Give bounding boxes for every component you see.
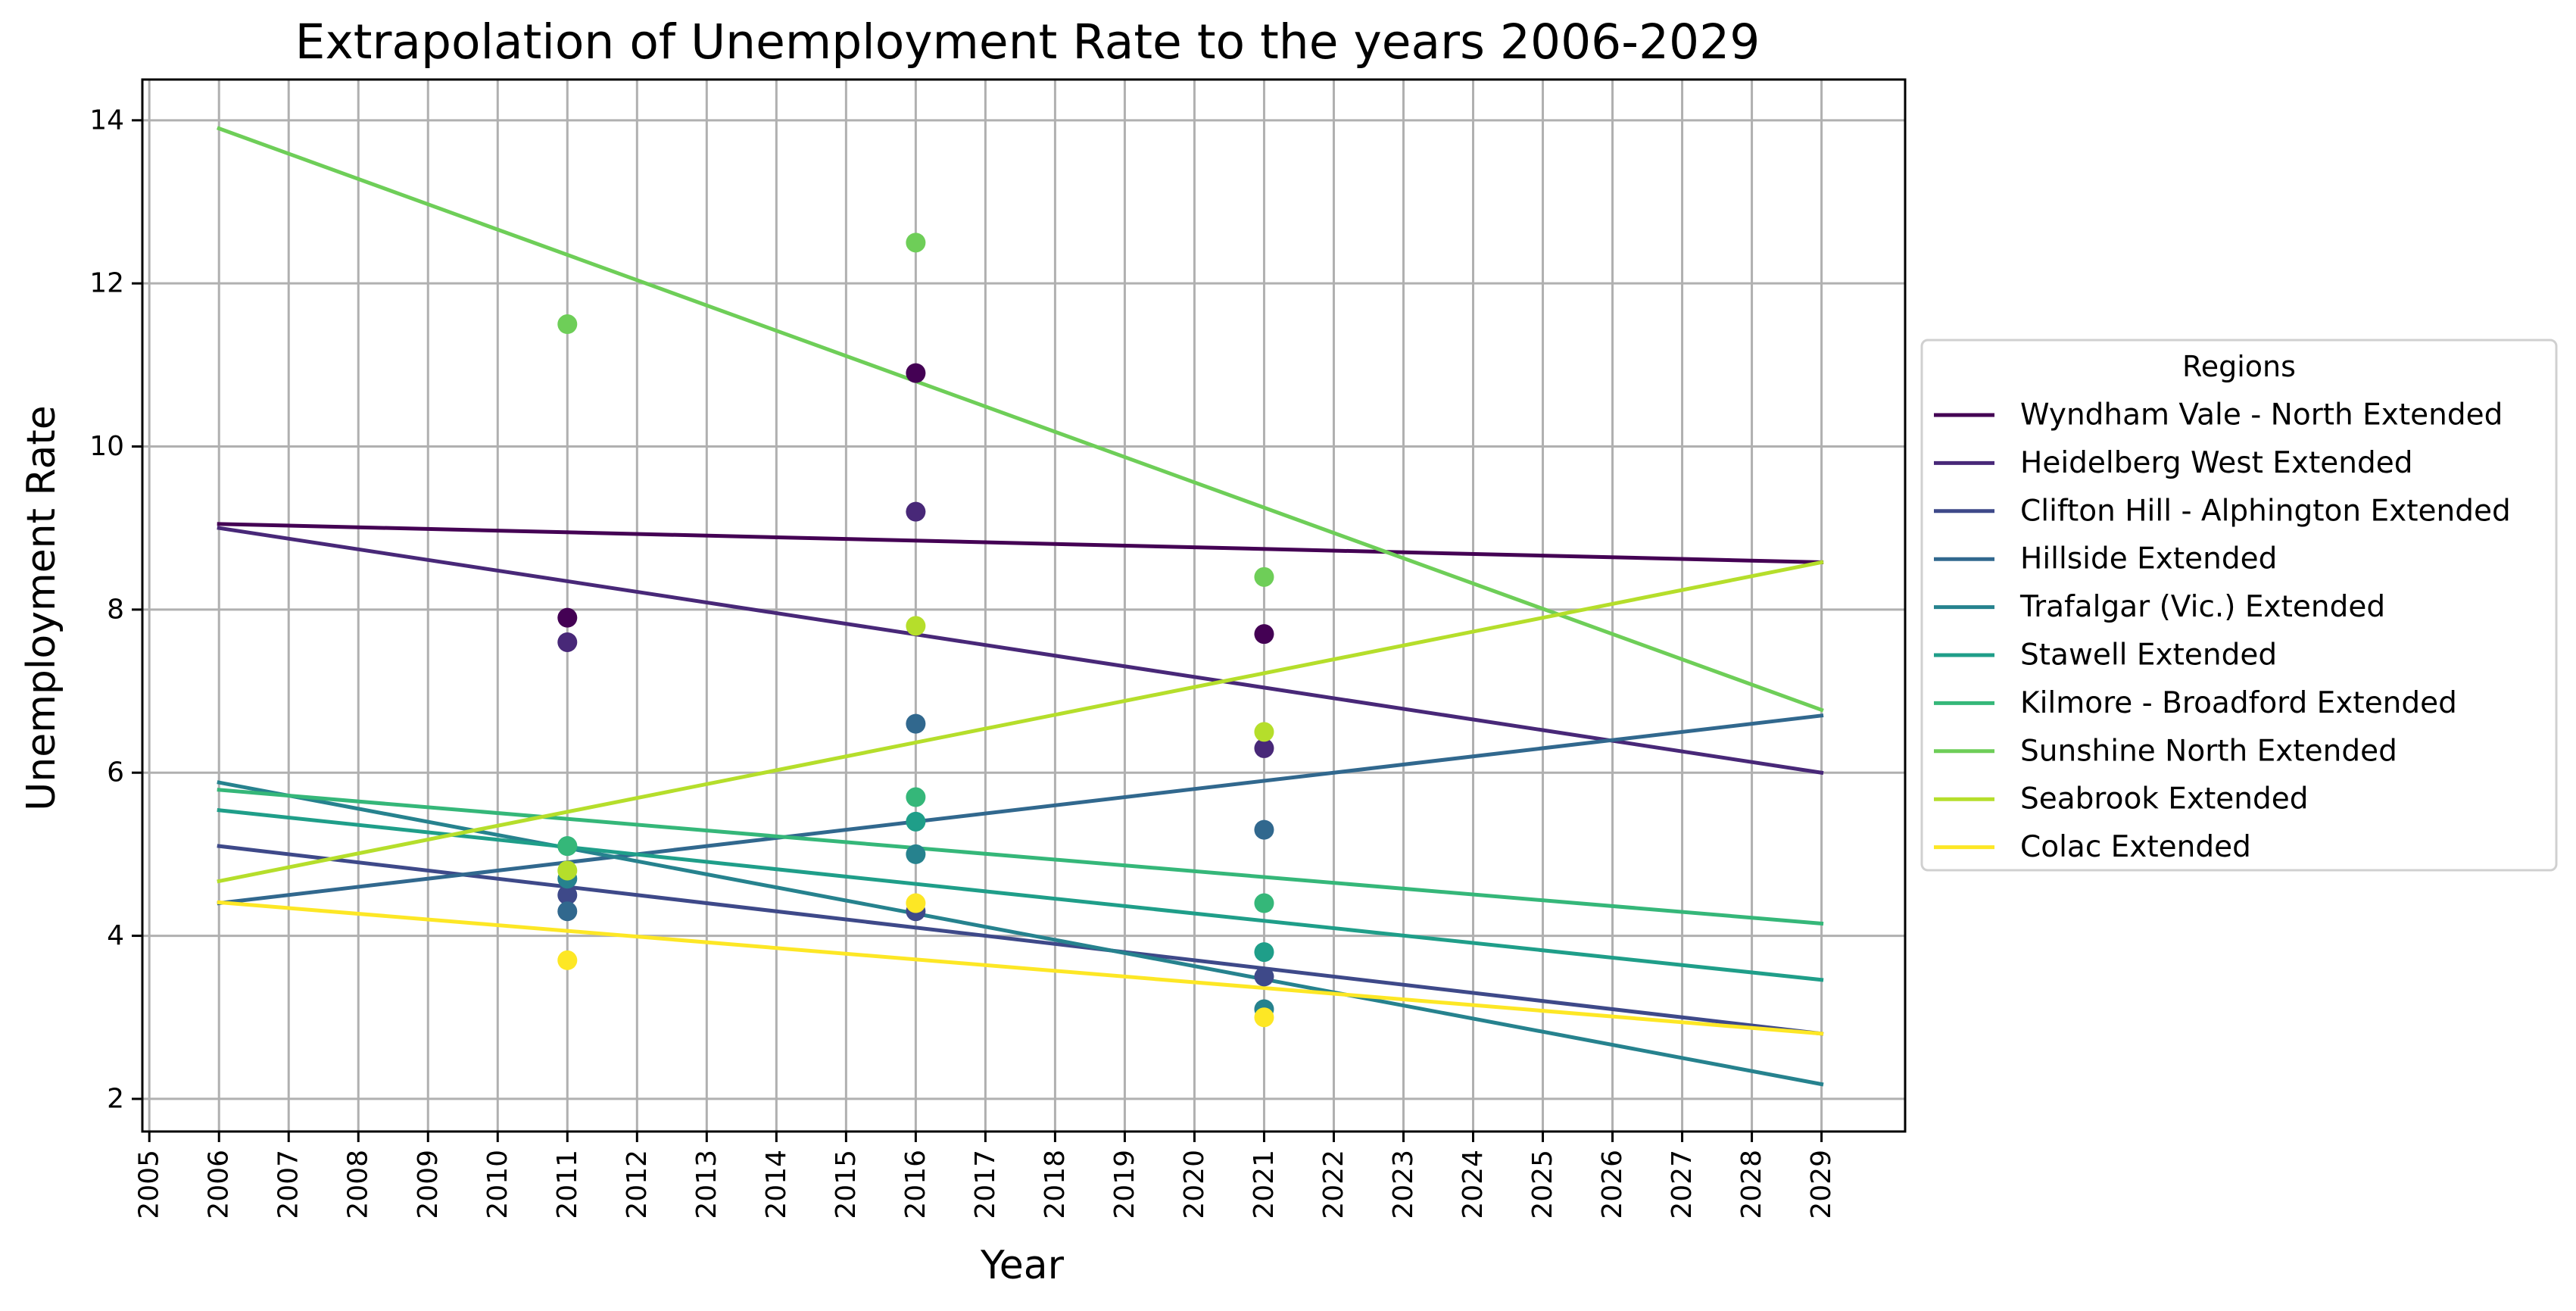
y-tick-label: 2 [107, 1083, 124, 1114]
series-line [217, 522, 1824, 564]
y-tick-label: 14 [89, 105, 124, 136]
series-point [1254, 624, 1274, 645]
series-points [557, 233, 1274, 1028]
series-line [217, 900, 1824, 1036]
series-point [906, 233, 926, 253]
x-axis-label: Year [980, 1243, 1065, 1288]
x-tick-label: 2022 [1318, 1150, 1349, 1219]
x-tick-label: 2015 [831, 1150, 862, 1219]
series-line [217, 780, 1824, 1087]
x-tick-label: 2006 [204, 1150, 235, 1219]
series-point [1254, 893, 1274, 913]
x-tick-label: 2029 [1806, 1150, 1837, 1219]
legend-box [1920, 339, 2558, 872]
x-tick-label: 2025 [1527, 1150, 1558, 1219]
x-tick-label: 2017 [970, 1150, 1001, 1219]
series-line [217, 526, 1824, 776]
x-tick-label: 2023 [1388, 1150, 1419, 1219]
x-tick-label: 2016 [900, 1150, 931, 1219]
series-point [906, 787, 926, 807]
legend-entry-label: Hillside Extended [2020, 542, 2277, 576]
series-point [1254, 722, 1274, 742]
legend-entry-label: Wyndham Vale - North Extended [2020, 398, 2503, 432]
x-axis-ticks: 2005 2006 2007 2008 2009 2010 2011 2012 2013 2014… [134, 1132, 1837, 1219]
series-point [557, 860, 578, 881]
legend-entry-label: Kilmore - Broadford Extended [2020, 686, 2457, 720]
legend-entry-label: Heidelberg West Extended [2020, 446, 2413, 480]
legend: Regions Wyndham Vale - North Extended Hei… [1920, 339, 2558, 872]
x-tick-label: 2010 [482, 1150, 513, 1219]
series-point [1254, 819, 1274, 840]
series-point [906, 811, 926, 832]
x-tick-label: 2026 [1597, 1150, 1628, 1219]
plot-area-frame [141, 78, 1907, 1133]
y-tick-label: 12 [89, 268, 124, 299]
y-tick-label: 4 [107, 920, 124, 951]
legend-entry-label: Colac Extended [2020, 830, 2251, 864]
x-tick-label: 2009 [413, 1150, 444, 1219]
y-axis-label: Unemployment Rate [19, 405, 64, 810]
series-point [557, 836, 578, 857]
legend-entry-label: Seabrook Extended [2020, 782, 2309, 816]
x-tick-label: 2021 [1249, 1150, 1280, 1219]
x-tick-label: 2014 [761, 1150, 792, 1219]
series-line [217, 126, 1824, 713]
x-tick-label: 2018 [1040, 1150, 1071, 1219]
legend-entry-label: Sunshine North Extended [2020, 734, 2397, 768]
x-tick-label: 2028 [1736, 1150, 1767, 1219]
series-point [906, 363, 926, 383]
y-tick-label: 8 [107, 594, 124, 625]
legend-title: Regions [2182, 350, 2296, 383]
series-point [1254, 1007, 1274, 1028]
x-tick-label: 2005 [134, 1150, 165, 1219]
y-tick-label: 6 [107, 757, 124, 788]
x-tick-label: 2007 [273, 1150, 304, 1219]
x-tick-label: 2027 [1667, 1150, 1698, 1219]
x-tick-label: 2013 [691, 1150, 722, 1219]
series-point [557, 950, 578, 970]
series-point [1254, 738, 1274, 758]
x-tick-label: 2008 [343, 1150, 374, 1219]
legend-items: Wyndham Vale - North Extended Heidelberg … [1934, 398, 2511, 864]
series-point [906, 616, 926, 636]
legend-entry-label: Stawell Extended [2020, 638, 2277, 673]
chart-title: Extrapolation of Unemployment Rate to th… [295, 14, 1760, 70]
series-line [217, 560, 1824, 884]
x-tick-label: 2011 [552, 1150, 583, 1219]
series-point [1254, 942, 1274, 963]
legend-entry-label: Trafalgar (Vic.) Extended [2019, 590, 2385, 624]
series-point [557, 607, 578, 628]
grid-lines [142, 80, 1905, 1132]
legend-entry-label: Clifton Hill - Alphington Extended [2020, 494, 2511, 528]
x-tick-label: 2020 [1179, 1150, 1210, 1219]
series-lines [217, 126, 1824, 1087]
series-point [557, 901, 578, 922]
series-line [217, 788, 1824, 926]
series-point [557, 885, 578, 905]
series-point [1254, 966, 1274, 987]
x-tick-label: 2012 [622, 1150, 653, 1219]
series-point [557, 314, 578, 335]
series-point [557, 632, 578, 652]
series-line [217, 844, 1824, 1036]
series-line [217, 713, 1824, 906]
y-tick-label: 10 [89, 431, 124, 462]
x-tick-label: 2019 [1109, 1150, 1140, 1219]
series-point [906, 713, 926, 734]
series-point [1254, 567, 1274, 587]
series-point [906, 844, 926, 864]
x-tick-label: 2024 [1458, 1150, 1489, 1219]
series-line [217, 808, 1824, 982]
series-point [906, 501, 926, 522]
y-axis-ticks: 2 4 6 8 10 12 14 [89, 105, 142, 1114]
series-point [906, 893, 926, 913]
